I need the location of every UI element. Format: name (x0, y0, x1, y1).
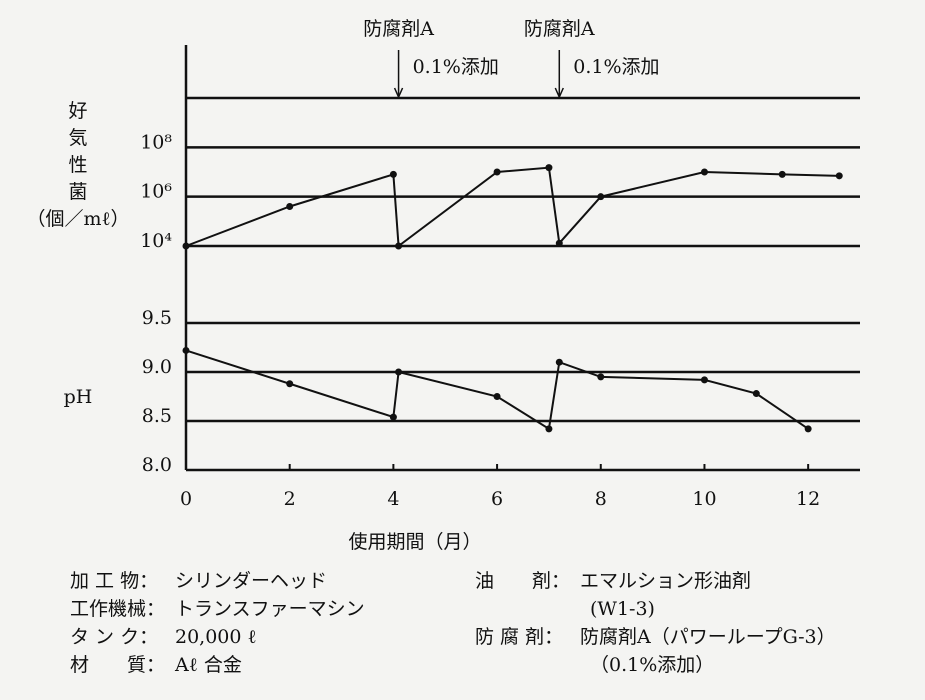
y-axis-title: 好 (68, 100, 87, 122)
y-axis-title: 菌 (68, 181, 87, 203)
x-tick-label: 2 (284, 488, 296, 510)
data-point (395, 242, 403, 250)
note-label: 加 工 物： (70, 570, 158, 592)
annotation: 防腐剤A (363, 18, 434, 40)
data-point (597, 373, 605, 381)
data-point (700, 168, 708, 176)
annotation-sub: 0.1%添加 (413, 56, 499, 78)
note-value: トランスファーマシン (175, 598, 365, 620)
x-tick-label: 8 (595, 488, 607, 510)
data-line (185, 166, 840, 248)
data-point (545, 425, 553, 433)
y-axis-title: 気 (68, 127, 87, 149)
y-tick-label: 8.5 (142, 405, 172, 427)
y-tick-label: 9.0 (142, 356, 172, 378)
note-label: タ ン ク： (70, 626, 158, 648)
y-tick-label: 10⁸ (140, 131, 172, 153)
data-point (545, 164, 553, 172)
x-tick-label: 4 (387, 488, 399, 510)
note-value: 20,000 ℓ (175, 626, 257, 648)
data-point (493, 393, 501, 400)
note-value: 防腐剤A（パワーループG-3） (580, 626, 836, 648)
y-axis-title: 性 (68, 154, 87, 176)
data-point (286, 380, 294, 388)
arrow-head (393, 87, 404, 99)
data-point (389, 413, 397, 421)
x-tick-label: 10 (692, 488, 716, 510)
note-label: 材 質： (70, 654, 165, 676)
data-point (493, 168, 501, 176)
data-point (597, 193, 605, 201)
y-tick-label: 9.5 (142, 307, 172, 329)
note-sub: （0.1%添加） (590, 654, 714, 676)
data-point (835, 172, 843, 180)
data-point (555, 239, 563, 247)
data-point (778, 170, 786, 178)
data-point (286, 202, 294, 210)
data-point (389, 170, 397, 178)
x-tick-label: 0 (180, 488, 192, 510)
note-label: 防 腐 剤： (475, 626, 563, 648)
data-point (555, 358, 563, 366)
note-value: Aℓ 合金 (174, 654, 242, 676)
data-point (182, 242, 190, 250)
data-point (395, 368, 403, 376)
note-value: エマルション形油剤 (580, 570, 751, 592)
x-tick-label: 12 (796, 488, 820, 510)
x-axis-title: 使用期間（月） (348, 531, 481, 553)
y-tick-label: 10⁴ (140, 230, 172, 252)
note-value: シリンダーヘッド (175, 570, 327, 592)
arrow-head (554, 87, 564, 99)
note-label: 工作機械： (70, 598, 165, 620)
data-point (804, 425, 812, 433)
note-sub: (W1-3) (590, 598, 655, 620)
x-tick-label: 6 (491, 488, 503, 510)
data-point (752, 390, 760, 398)
data-point (182, 346, 190, 354)
y-axis-title: pH (64, 386, 93, 408)
annotation-sub: 0.1%添加 (573, 56, 659, 78)
data-point (700, 376, 708, 384)
y-axis-title: （個／mℓ） (26, 208, 129, 230)
y-tick-label: 10⁶ (140, 181, 172, 203)
y-tick-label: 8.0 (142, 454, 172, 476)
annotation: 防腐剤A (524, 18, 595, 40)
data-line (185, 349, 809, 431)
note-label: 油 剤： (475, 570, 570, 592)
